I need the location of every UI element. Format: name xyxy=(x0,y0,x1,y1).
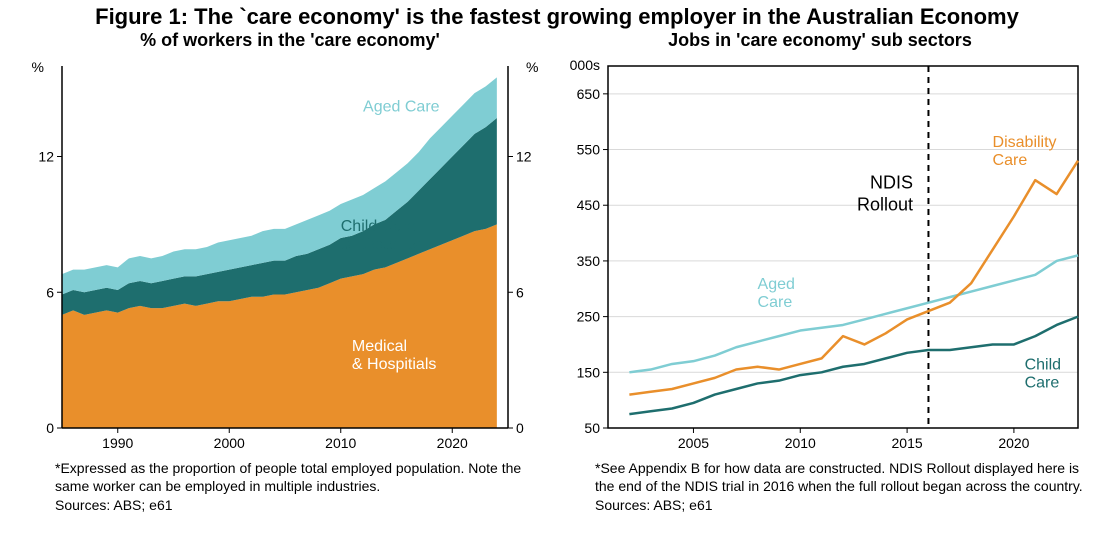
svg-text:0: 0 xyxy=(516,420,524,436)
svg-text:%: % xyxy=(526,59,538,75)
svg-text:2010: 2010 xyxy=(785,435,816,451)
svg-text:Aged: Aged xyxy=(758,276,795,293)
svg-text:%: % xyxy=(32,59,44,75)
left-chart-sources: Sources: ABS; e61 xyxy=(55,497,525,515)
left-chart: 0 0 6 6 12 12%% 1990 2000 2010 2020 Medical& Hospi… xyxy=(20,56,550,456)
svg-text:550: 550 xyxy=(577,142,601,158)
figure-title: Figure 1: The `care economy' is the fast… xyxy=(0,4,1114,30)
right-chart-footnote-text: *See Appendix B for how data are constru… xyxy=(595,460,1083,494)
left-chart-footnote-text: *Expressed as the proportion of people t… xyxy=(55,460,521,494)
svg-text:Medical: Medical xyxy=(352,338,407,355)
right-chart-footnote: *See Appendix B for how data are constru… xyxy=(595,460,1095,515)
left-chart-title: % of workers in the 'care economy' xyxy=(30,30,550,51)
svg-text:1990: 1990 xyxy=(102,435,133,451)
svg-text:& Disability: & Disability xyxy=(341,236,420,253)
svg-text:12: 12 xyxy=(38,149,54,165)
right-chart-title: Jobs in 'care economy' sub sectors xyxy=(560,30,1080,51)
svg-text:2010: 2010 xyxy=(325,435,356,451)
svg-text:Care: Care xyxy=(758,294,793,311)
svg-text:150: 150 xyxy=(577,364,601,380)
svg-text:Rollout: Rollout xyxy=(857,195,913,215)
svg-text:Child: Child xyxy=(1025,357,1061,374)
svg-text:6: 6 xyxy=(516,284,524,300)
svg-text:Care: Care xyxy=(1025,375,1060,392)
figure-1: Figure 1: The `care economy' is the fast… xyxy=(0,0,1114,534)
right-chart-sources: Sources: ABS; e61 xyxy=(595,497,1095,515)
svg-text:000s: 000s xyxy=(570,57,600,73)
svg-text:0: 0 xyxy=(46,420,54,436)
svg-text:250: 250 xyxy=(577,309,601,325)
svg-text:350: 350 xyxy=(577,253,601,269)
left-chart-footnote: *Expressed as the proportion of people t… xyxy=(55,460,525,515)
svg-text:Child Care: Child Care xyxy=(341,218,417,235)
svg-text:6: 6 xyxy=(46,284,54,300)
svg-text:2000: 2000 xyxy=(214,435,245,451)
svg-text:Aged Care: Aged Care xyxy=(363,98,440,115)
svg-text:650: 650 xyxy=(577,86,601,102)
svg-text:Disability: Disability xyxy=(993,134,1057,151)
svg-text:12: 12 xyxy=(516,149,532,165)
svg-text:& Hospitials: & Hospitials xyxy=(352,356,436,373)
svg-text:450: 450 xyxy=(577,197,601,213)
right-chart: NDISRollout 50 150 250 350 450 550 650 000s 2005 2… xyxy=(560,56,1090,456)
svg-text:50: 50 xyxy=(584,420,600,436)
svg-text:2020: 2020 xyxy=(998,435,1029,451)
svg-text:Care: Care xyxy=(993,152,1028,169)
svg-text:2005: 2005 xyxy=(678,435,709,451)
svg-text:NDIS: NDIS xyxy=(870,173,913,193)
svg-text:2015: 2015 xyxy=(892,435,923,451)
svg-text:2020: 2020 xyxy=(437,435,468,451)
